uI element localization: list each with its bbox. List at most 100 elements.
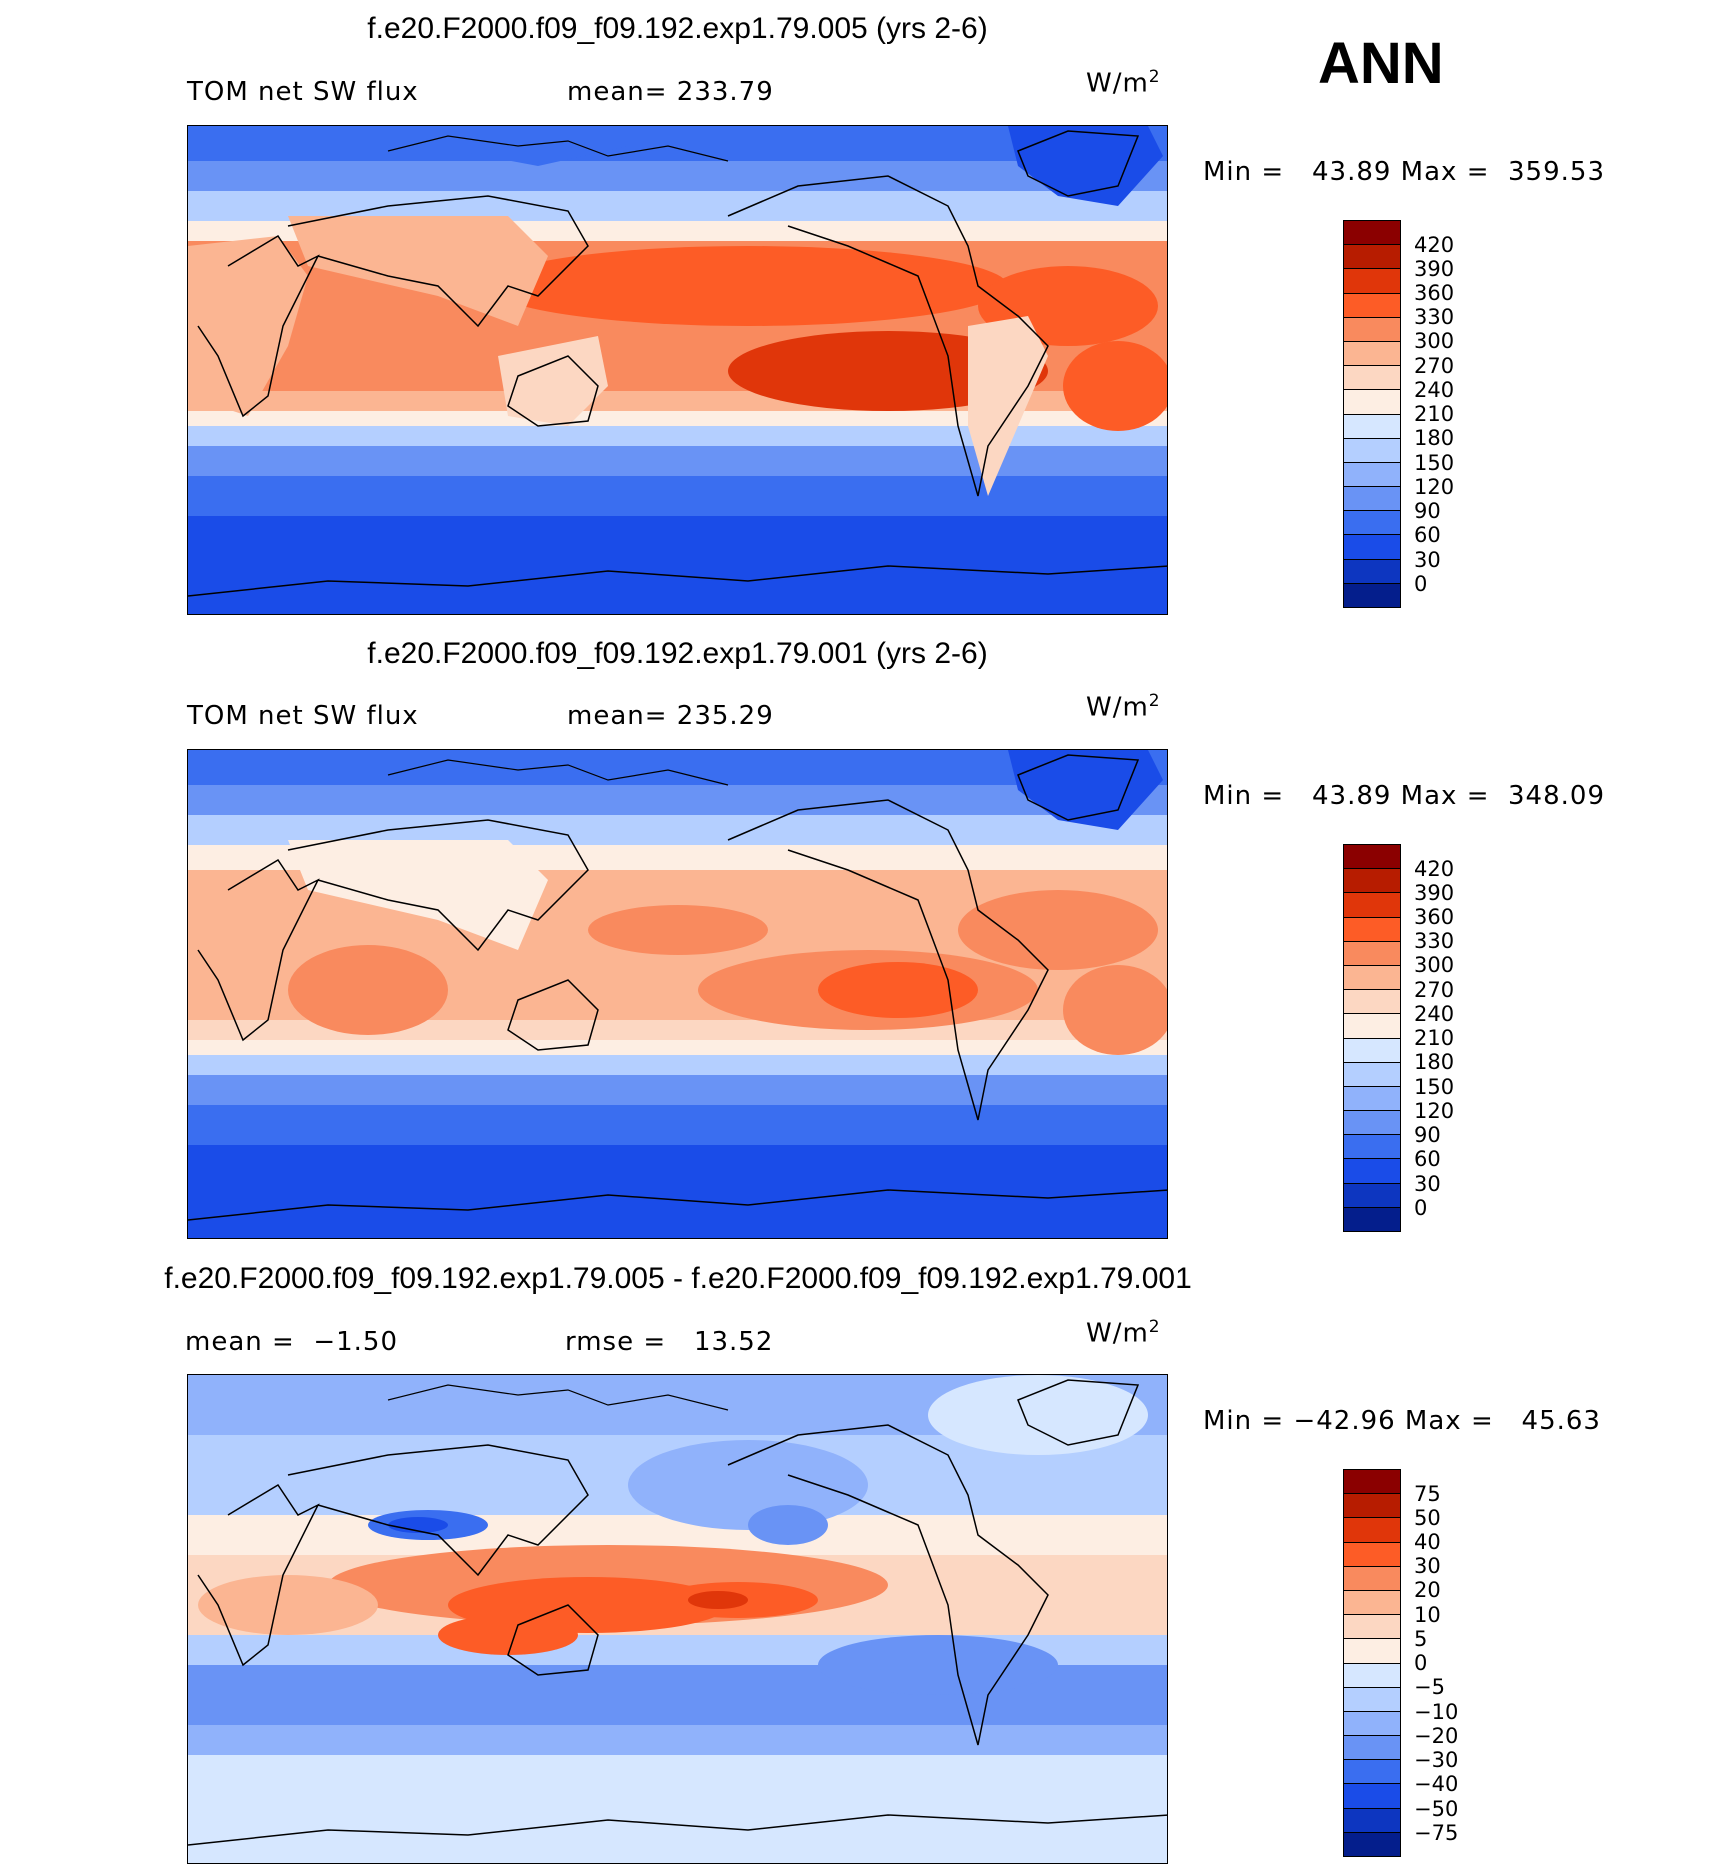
panel-3-title: f.e20.F2000.f09_f09.192.exp1.79.005 - f.… xyxy=(164,1262,1192,1295)
panel-3-colorbar-box xyxy=(1344,1784,1400,1809)
panel-1-mean-label: mean= 233.79 xyxy=(567,77,774,107)
panel-2-colorbar-box xyxy=(1344,1135,1400,1160)
panel-1-colorbar-box xyxy=(1344,438,1400,463)
panel-2-colorbar-box xyxy=(1344,1038,1400,1063)
panel-1-colorbar-box xyxy=(1344,221,1400,246)
panel-2-colorbar xyxy=(1343,844,1401,1232)
panel-1-colorbar-tick: 300 xyxy=(1414,329,1455,353)
panel-2-colorbar-box xyxy=(1344,1014,1400,1039)
panel-3-colorbar-box xyxy=(1344,1639,1400,1664)
panel-2-colorbar-tick: 180 xyxy=(1414,1050,1455,1074)
panel-3-map xyxy=(187,1374,1168,1864)
panel-2-colorbar-tick: 330 xyxy=(1414,929,1455,953)
panel-3-colorbar-tick: 20 xyxy=(1414,1578,1441,1602)
panel-1-colorbar xyxy=(1343,220,1401,608)
panel-3-colorbar-tick: 75 xyxy=(1414,1482,1441,1506)
panel-3-colorbar-tick: 0 xyxy=(1414,1651,1428,1675)
panel-2-colorbar-box xyxy=(1344,845,1400,870)
panel-1-colorbar-tick: 0 xyxy=(1414,572,1428,596)
panel-3-map-graphic xyxy=(188,1375,1167,1863)
panel-3-colorbar-tick: 50 xyxy=(1414,1506,1441,1530)
panel-3-colorbar-box xyxy=(1344,1736,1400,1761)
panel-3-colorbar-tick: −75 xyxy=(1414,1821,1459,1845)
panel-1-colorbar-tick: 420 xyxy=(1414,233,1455,257)
panel-2-minmax: Min = 43.89 Max = 348.09 xyxy=(1203,781,1605,811)
panel-3-colorbar-box xyxy=(1344,1470,1400,1495)
panel-3-colorbar-box xyxy=(1344,1542,1400,1567)
panel-2-colorbar-box xyxy=(1344,1207,1400,1231)
panel-1-colorbar-tick: 120 xyxy=(1414,475,1455,499)
panel-3-colorbar-tick: −50 xyxy=(1414,1797,1459,1821)
panel-3-colorbar-tick: −30 xyxy=(1414,1748,1459,1772)
panel-3-colorbar-box xyxy=(1344,1663,1400,1688)
panel-1-colorbar-box xyxy=(1344,511,1400,536)
panel-1-colorbar-box xyxy=(1344,341,1400,367)
panel-1-colorbar-tick: 30 xyxy=(1414,548,1441,572)
panel-3-colorbar-box xyxy=(1344,1808,1400,1833)
panel-2-map xyxy=(187,749,1168,1239)
panel-1-units: W/m2 xyxy=(1086,67,1161,99)
panel-2-colorbar-box xyxy=(1344,1086,1400,1112)
panel-2-colorbar-tick: 150 xyxy=(1414,1075,1455,1099)
panel-2-colorbar-tick: 390 xyxy=(1414,881,1455,905)
panel-3-colorbar-box xyxy=(1344,1590,1400,1616)
panel-3-colorbar-box xyxy=(1344,1832,1400,1856)
panel-2-units: W/m2 xyxy=(1086,691,1161,723)
panel-3-colorbar-tick: −10 xyxy=(1414,1700,1459,1724)
panel-2-colorbar-box xyxy=(1344,893,1400,918)
panel-3-colorbar xyxy=(1343,1469,1401,1857)
panel-1-colorbar-box xyxy=(1344,583,1400,607)
panel-2-title: f.e20.F2000.f09_f09.192.exp1.79.001 (yrs… xyxy=(367,637,988,670)
panel-3-colorbar-tick: −20 xyxy=(1414,1724,1459,1748)
panel-1-title: f.e20.F2000.f09_f09.192.exp1.79.005 (yrs… xyxy=(367,12,988,45)
panel-1-colorbar-box xyxy=(1344,487,1400,512)
panel-1-colorbar-box xyxy=(1344,462,1400,488)
panel-3-colorbar-tick: 30 xyxy=(1414,1554,1441,1578)
panel-2-colorbar-box xyxy=(1344,941,1400,966)
panel-2-colorbar-box xyxy=(1344,1062,1400,1087)
panel-3-colorbar-box xyxy=(1344,1494,1400,1519)
panel-2-colorbar-tick: 90 xyxy=(1414,1123,1441,1147)
panel-2-colorbar-tick: 60 xyxy=(1414,1147,1441,1171)
panel-1-colorbar-tick: 60 xyxy=(1414,523,1441,547)
panel-1-colorbar-box xyxy=(1344,317,1400,342)
panel-1-colorbar-box xyxy=(1344,535,1400,560)
panel-2-colorbar-tick: 0 xyxy=(1414,1196,1428,1220)
panel-1-colorbar-tick: 360 xyxy=(1414,281,1455,305)
panel-3-colorbar-tick: 40 xyxy=(1414,1530,1441,1554)
panel-1-colorbar-box xyxy=(1344,269,1400,294)
panel-1-map-graphic xyxy=(188,126,1167,614)
panel-2-colorbar-tick: 120 xyxy=(1414,1099,1455,1123)
panel-2-colorbar-box xyxy=(1344,1111,1400,1136)
panel-3-colorbar-box xyxy=(1344,1711,1400,1737)
panel-1-colorbar-tick: 390 xyxy=(1414,257,1455,281)
panel-2-colorbar-box xyxy=(1344,1159,1400,1184)
panel-3-minmax: Min = −42.96 Max = 45.63 xyxy=(1203,1406,1601,1436)
panel-2-map-graphic xyxy=(188,750,1167,1238)
panel-1-colorbar-box xyxy=(1344,390,1400,415)
panel-3-rmse-label: rmse = 13.52 xyxy=(565,1327,774,1357)
panel-2-colorbar-box xyxy=(1344,917,1400,942)
panel-1-colorbar-box xyxy=(1344,414,1400,439)
season-label: ANN xyxy=(1318,31,1444,96)
panel-2-colorbar-box xyxy=(1344,990,1400,1015)
panel-1-variable-label: TOM net SW flux xyxy=(187,77,419,107)
panel-3-colorbar-box xyxy=(1344,1566,1400,1591)
panel-2-colorbar-tick: 270 xyxy=(1414,978,1455,1002)
panel-3-colorbar-box xyxy=(1344,1615,1400,1640)
panel-2-colorbar-tick: 300 xyxy=(1414,953,1455,977)
panel-3-colorbar-tick: 5 xyxy=(1414,1627,1428,1651)
panel-2-colorbar-tick: 420 xyxy=(1414,857,1455,881)
panel-1-map xyxy=(187,125,1168,615)
panel-1-colorbar-tick: 150 xyxy=(1414,451,1455,475)
panel-1-colorbar-tick: 180 xyxy=(1414,426,1455,450)
panel-3-colorbar-box xyxy=(1344,1687,1400,1712)
panel-1-colorbar-box xyxy=(1344,245,1400,270)
panel-1-colorbar-tick: 330 xyxy=(1414,305,1455,329)
panel-2-colorbar-tick: 210 xyxy=(1414,1026,1455,1050)
panel-1-minmax: Min = 43.89 Max = 359.53 xyxy=(1203,157,1605,187)
panel-2-colorbar-tick: 30 xyxy=(1414,1172,1441,1196)
panel-3-units: W/m2 xyxy=(1086,1317,1161,1349)
panel-2-colorbar-tick: 360 xyxy=(1414,905,1455,929)
panel-3-colorbar-tick: −5 xyxy=(1414,1675,1445,1699)
